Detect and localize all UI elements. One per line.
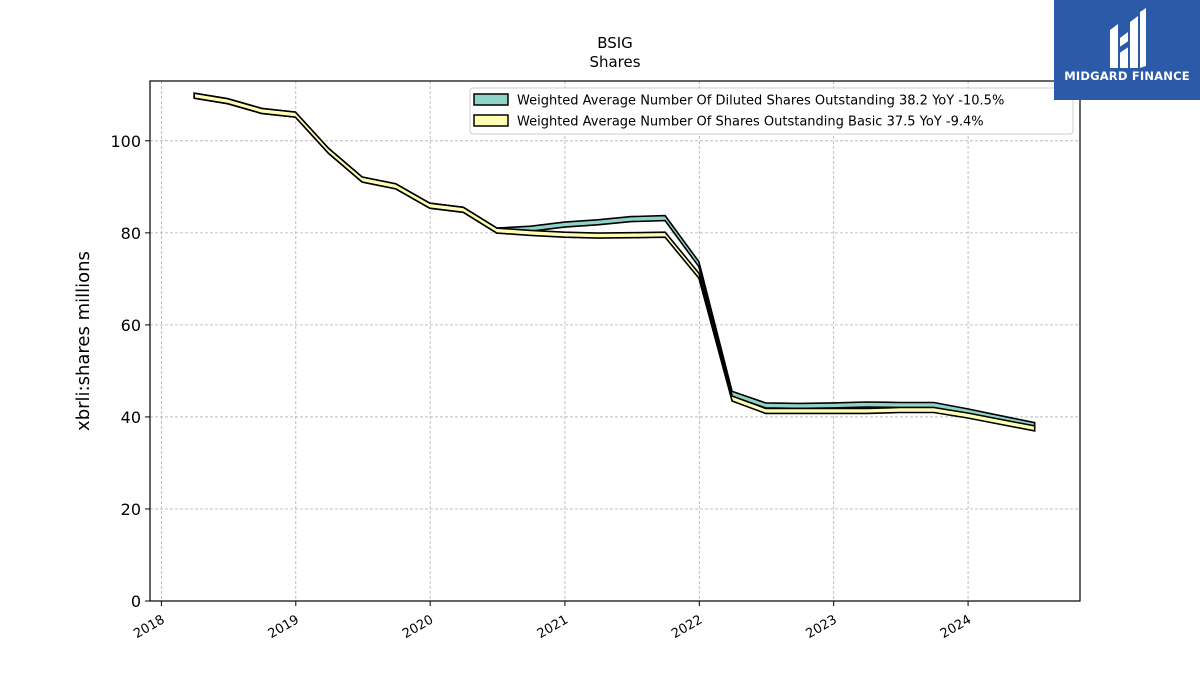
y-tick-label: 80 [121,224,141,243]
legend-label-diluted: Weighted Average Number Of Diluted Share… [517,94,1004,109]
logo-text: MIDGARD FINANCE [1064,69,1190,83]
plot-area [149,80,1081,602]
legend: Weighted Average Number Of Diluted Share… [469,87,1074,135]
legend-swatch-diluted [473,93,509,106]
x-tick-label: 2020 [400,612,436,642]
y-tick-label: 20 [121,500,141,519]
x-tick-label: 2018 [131,612,167,642]
midgard-finance-logo: MIDGARD FINANCE [1054,0,1200,100]
grid-lines [150,81,1080,602]
legend-box [469,87,1074,135]
y-tick-label: 100 [110,132,141,151]
legend-label-basic: Weighted Average Number Of Shares Outsta… [517,115,984,130]
y-tick-label: 60 [121,316,141,335]
series-band-1 [193,92,1036,432]
x-tick-label: 2021 [535,612,571,642]
axes: 0 20 40 60 80 100 2018 2019 2020 2021 2022 2023 2024 [110,132,974,642]
midgard-logo-icon [1110,8,1146,68]
y-tick-label: 0 [131,592,141,611]
y-axis-label: xbrli:shares millions [73,251,94,431]
legend-swatch-basic [473,114,509,127]
chart-subtitle: Shares [589,53,640,71]
x-tick-label: 2022 [669,612,705,642]
chart-title: BSIG [597,34,633,52]
series-layer [193,92,1036,432]
x-tick-label: 2024 [938,612,974,642]
y-tick-label: 40 [121,408,141,427]
x-tick-label: 2019 [266,612,302,642]
x-tick-label: 2023 [804,612,840,642]
